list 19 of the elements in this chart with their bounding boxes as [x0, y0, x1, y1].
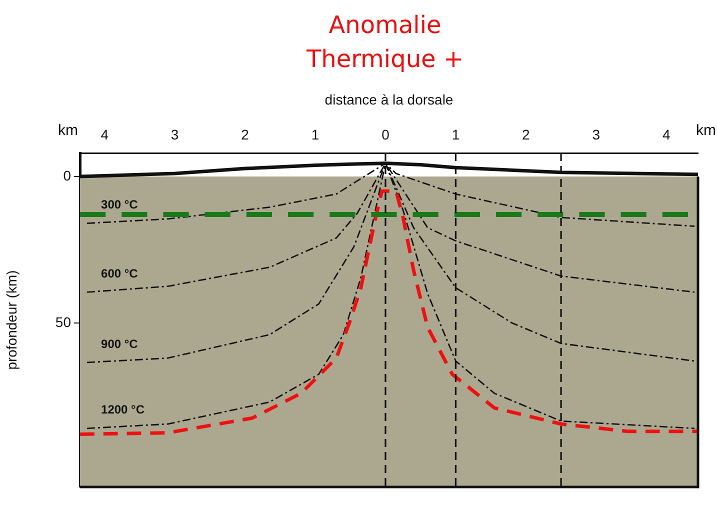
x-tick-label: 3: [592, 126, 600, 142]
x-tick-label: 4: [100, 126, 109, 142]
chart-title: Anomalie Thermique +: [305, 10, 465, 75]
series-label: 300 °C: [101, 198, 138, 212]
x-tick-label: 1: [311, 126, 320, 142]
x-tick-label: 0: [382, 126, 390, 142]
x-tick-label: 3: [170, 126, 179, 142]
x-tick-label: 4: [662, 126, 670, 142]
series-label: 900 °C: [101, 336, 138, 351]
series-label: 600 °C: [101, 266, 138, 280]
series-label: 1200 °C: [101, 402, 145, 417]
x-axis-title: distance à la dorsale: [324, 91, 454, 108]
y-axis-title: profondeur (km): [3, 270, 20, 370]
x-tick-label: 1: [452, 126, 460, 142]
text: km: [58, 122, 78, 140]
x-tick-label: 2: [241, 126, 250, 142]
text: km: [696, 122, 716, 140]
y-tick-label: 50: [55, 314, 72, 330]
x-tick-label: 2: [522, 126, 530, 142]
